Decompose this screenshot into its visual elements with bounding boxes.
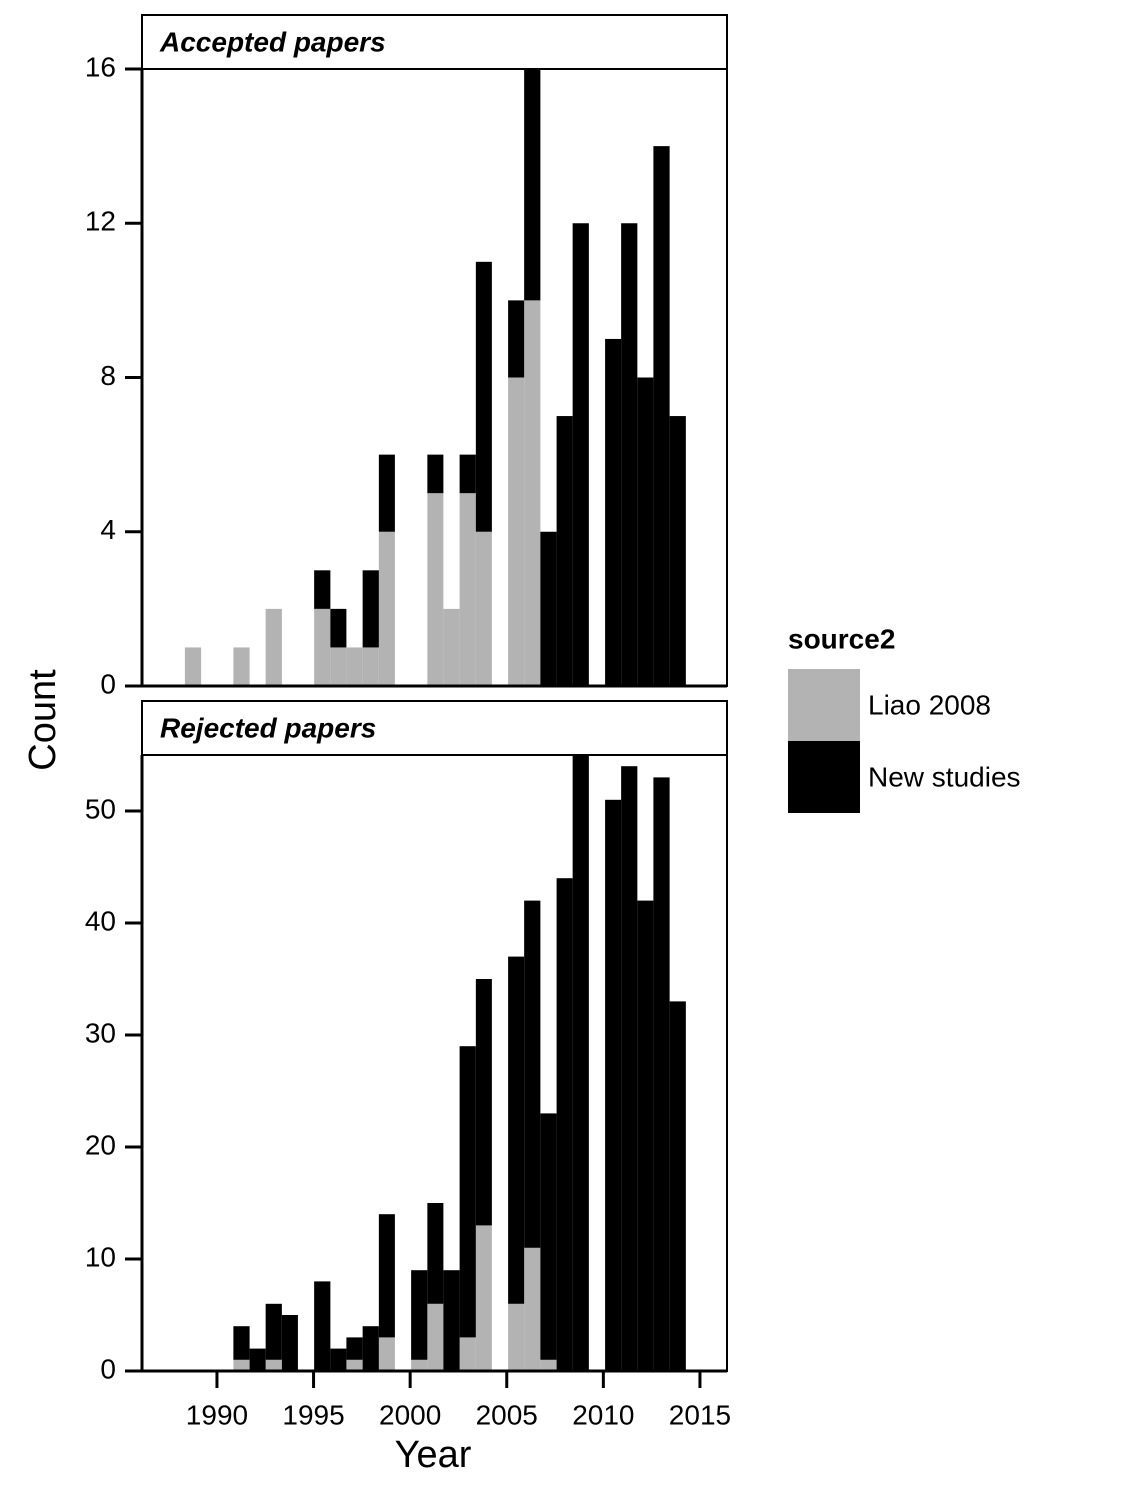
y-axis-label: Count (22, 669, 64, 771)
bar (378, 1214, 395, 1338)
bar (621, 223, 638, 686)
y-tick-label: 20 (85, 1129, 116, 1160)
bar (427, 493, 444, 686)
y-tick-label: 0 (100, 668, 116, 699)
bar (621, 766, 638, 1371)
bar (330, 608, 347, 648)
y-tick-label: 30 (85, 1017, 116, 1048)
bar (524, 69, 541, 301)
bar (362, 647, 379, 686)
bar (605, 338, 622, 686)
bar (572, 223, 589, 686)
bar (459, 454, 476, 494)
bar (605, 799, 622, 1371)
bar (314, 608, 331, 686)
bar (443, 1270, 460, 1371)
y-tick-label: 10 (85, 1241, 116, 1272)
bar (362, 570, 379, 648)
bar (265, 1359, 282, 1371)
x-tick-label: 2010 (572, 1399, 634, 1430)
bar (637, 377, 654, 686)
y-tick-label: 16 (85, 51, 116, 82)
bar (346, 1359, 363, 1371)
bar (475, 261, 492, 532)
bar (524, 900, 541, 1248)
bar (411, 1270, 428, 1360)
bar (524, 1247, 541, 1371)
bar (508, 377, 525, 686)
bar (281, 1315, 298, 1371)
bar (184, 647, 202, 686)
bar (233, 1359, 250, 1371)
bar (459, 1046, 476, 1338)
strip (141, 14, 728, 70)
bar (265, 608, 282, 686)
bar (508, 300, 525, 378)
panel-title: Accepted papers (159, 26, 386, 57)
x-tick-label: 1990 (186, 1399, 248, 1430)
legend-swatch (788, 741, 860, 813)
y-tick-label: 12 (85, 206, 116, 237)
x-axis-label: Year (395, 1434, 472, 1476)
bar (637, 900, 654, 1371)
bar (346, 1337, 363, 1360)
x-tick-label: 1995 (282, 1399, 344, 1430)
x-tick-label: 2000 (379, 1399, 441, 1430)
bar (669, 1001, 686, 1371)
bar (249, 1348, 266, 1371)
bar (314, 570, 331, 609)
bar (330, 1348, 347, 1371)
bar (669, 416, 686, 686)
bar (524, 300, 541, 686)
bar (378, 454, 395, 532)
bar (653, 146, 670, 686)
bar (314, 1281, 331, 1371)
bar (330, 647, 347, 686)
y-tick-label: 0 (100, 1353, 116, 1384)
y-tick-label: 40 (85, 905, 116, 936)
bar (540, 1359, 557, 1371)
bar (378, 531, 395, 686)
bar (508, 1303, 525, 1371)
legend-title: source2 (788, 623, 895, 654)
bar (362, 1326, 379, 1371)
x-tick-label: 2015 (669, 1399, 731, 1430)
bar (265, 1303, 282, 1360)
bar (427, 1203, 444, 1304)
bar (459, 1337, 476, 1371)
y-tick-label: 50 (85, 793, 116, 824)
strip (141, 700, 728, 756)
panel-title: Rejected papers (160, 712, 376, 743)
bar (508, 956, 525, 1304)
legend-swatch (788, 669, 860, 741)
bar (572, 755, 589, 1371)
bar (427, 1303, 444, 1371)
legend-label: New studies (868, 761, 1021, 792)
y-tick-label: 4 (100, 514, 116, 545)
bar (540, 1113, 557, 1360)
y-tick-label: 8 (100, 360, 116, 391)
bar (540, 531, 557, 686)
bar (556, 878, 573, 1371)
bar (459, 493, 476, 686)
x-tick-label: 2005 (476, 1399, 538, 1430)
bar (378, 1337, 395, 1371)
bar (346, 647, 363, 686)
bar (427, 454, 444, 494)
bar (233, 1326, 250, 1360)
legend-label: Liao 2008 (868, 689, 991, 720)
bar (475, 1225, 492, 1371)
bar (653, 777, 670, 1371)
bar (475, 979, 492, 1226)
bar (475, 531, 492, 686)
bar (233, 647, 250, 686)
bar (556, 416, 573, 686)
bar (443, 608, 460, 686)
bar (411, 1359, 428, 1371)
